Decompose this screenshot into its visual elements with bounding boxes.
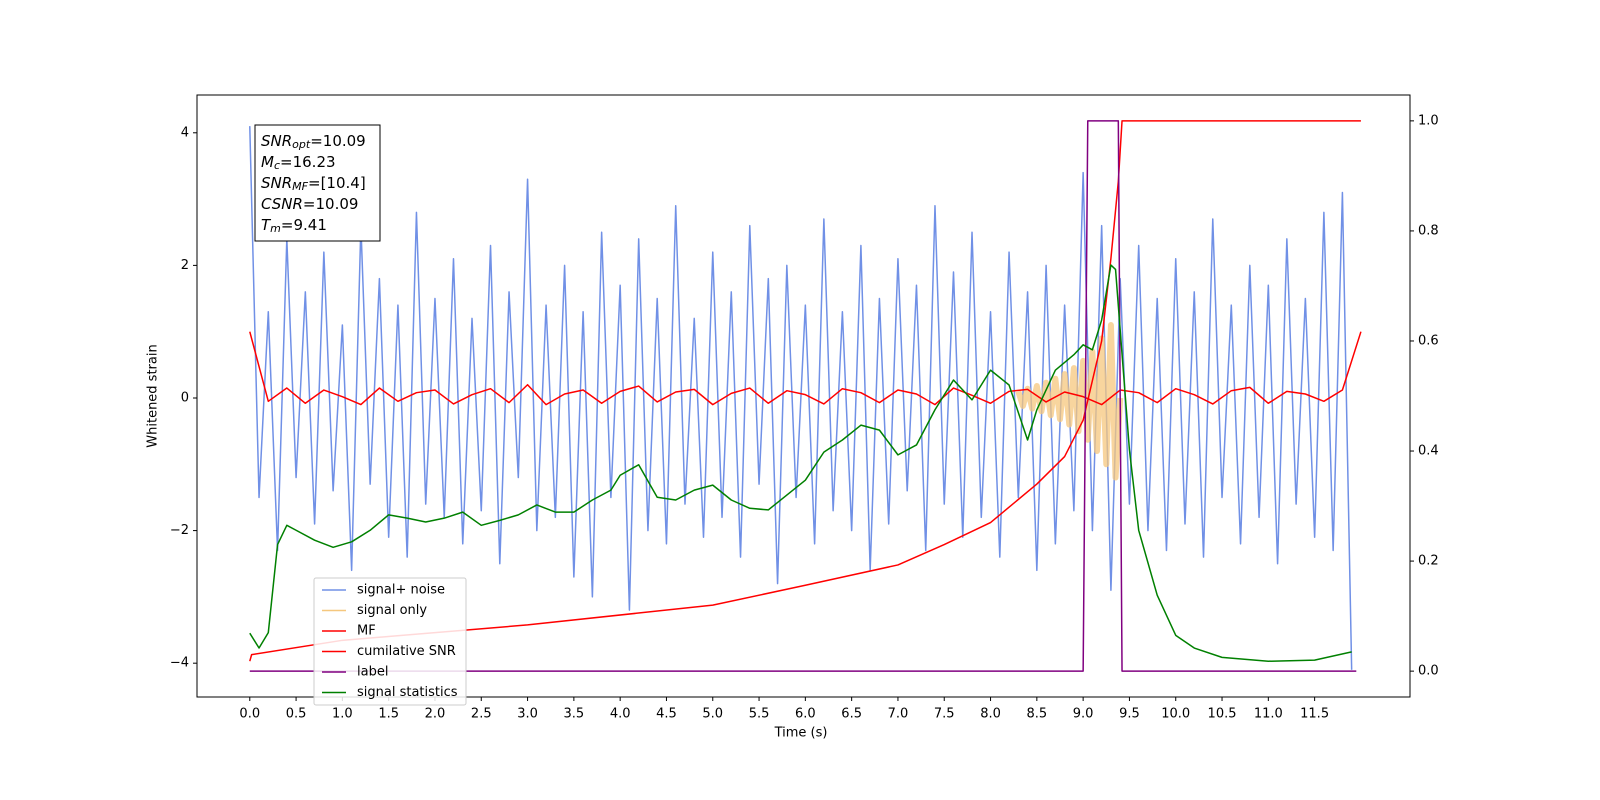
series-line <box>249 120 1357 672</box>
x-tick-label: 8.5 <box>1026 707 1047 722</box>
x-tick-label: 4.5 <box>656 707 677 722</box>
annotation-main: M <box>261 153 274 171</box>
y-tick-label: −4 <box>170 656 189 671</box>
legend-label: MF <box>357 624 376 639</box>
x-tick-label: 3.5 <box>564 707 585 722</box>
annotation-sub: opt <box>292 138 311 151</box>
annotation-sub: MF <box>292 180 308 193</box>
series-line <box>249 126 1353 670</box>
y-tick-label: −2 <box>170 523 189 538</box>
x-tick-label: 7.5 <box>934 707 955 722</box>
x-tick-label: 6.0 <box>795 707 816 722</box>
y2-tick-label: 0.0 <box>1418 664 1439 679</box>
annotation-sub: m <box>270 222 281 235</box>
y-tick-label: 0 <box>181 390 189 405</box>
x-tick-label: 6.5 <box>841 707 862 722</box>
y2-tick-label: 0.2 <box>1418 554 1439 569</box>
annotation-line: SNRopt=10.09 <box>261 132 366 152</box>
x-tick-label: 0.0 <box>239 707 260 722</box>
series-line <box>249 264 1352 662</box>
series-line <box>1015 322 1124 481</box>
annotation-line: SNRMF=[10.4] <box>261 174 366 194</box>
annotation-rest: =16.23 <box>280 153 336 171</box>
x-tick-label: 10.5 <box>1208 707 1237 722</box>
x-tick-label: 9.5 <box>1119 707 1140 722</box>
x-tick-label: 0.5 <box>286 707 307 722</box>
annotation-line: CSNR=10.09 <box>261 195 358 213</box>
y2-tick-label: 0.6 <box>1418 333 1439 348</box>
x-tick-label: 1.5 <box>378 707 399 722</box>
series-line <box>249 331 1362 406</box>
x-tick-label: 9.0 <box>1073 707 1094 722</box>
annotation-line: Tm=9.41 <box>261 216 327 236</box>
x-tick-label: 11.0 <box>1254 707 1283 722</box>
annotation-sub: c <box>274 159 280 172</box>
annotation-rest: =9.41 <box>281 216 327 234</box>
x-tick-label: 8.0 <box>980 707 1001 722</box>
x-tick-label: 11.5 <box>1300 707 1329 722</box>
legend-label: signal only <box>357 603 427 618</box>
annotation-main: SNR <box>261 174 292 192</box>
annotation-main: CSNR <box>261 195 303 213</box>
legend-label: signal+ noise <box>357 583 445 598</box>
annotation-line: Mc=16.23 <box>261 153 336 173</box>
y-axis-label: Whitened strain <box>146 344 161 447</box>
y2-tick-label: 0.4 <box>1418 444 1439 459</box>
x-tick-label: 2.5 <box>471 707 492 722</box>
annotation-rest: =[10.4] <box>308 174 366 192</box>
y2-tick-label: 0.8 <box>1418 223 1439 238</box>
annotation-main: SNR <box>261 132 292 150</box>
legend-label: cumilative SNR <box>357 644 456 659</box>
legend-box <box>313 577 467 706</box>
legend-label: label <box>357 665 388 680</box>
annotation-rest: =10.09 <box>303 195 359 213</box>
plot-frame <box>196 94 1411 698</box>
annotation-main: T <box>261 216 272 234</box>
x-tick-label: 1.0 <box>332 707 353 722</box>
y-tick-label: 2 <box>181 258 189 273</box>
y2-tick-label: 1.0 <box>1418 113 1439 128</box>
x-tick-label: 5.0 <box>702 707 723 722</box>
legend-label: signal statistics <box>357 685 458 700</box>
x-tick-label: 7.0 <box>888 707 909 722</box>
y-tick-label: 4 <box>181 125 189 140</box>
annotation-box <box>254 124 381 242</box>
x-tick-label: 10.0 <box>1161 707 1190 722</box>
x-tick-label: 2.0 <box>425 707 446 722</box>
x-tick-label: 4.0 <box>610 707 631 722</box>
x-axis-label: Time (s) <box>774 726 828 741</box>
annotation-rest: =10.09 <box>310 132 366 150</box>
x-tick-label: 3.0 <box>517 707 538 722</box>
x-tick-label: 5.5 <box>749 707 770 722</box>
